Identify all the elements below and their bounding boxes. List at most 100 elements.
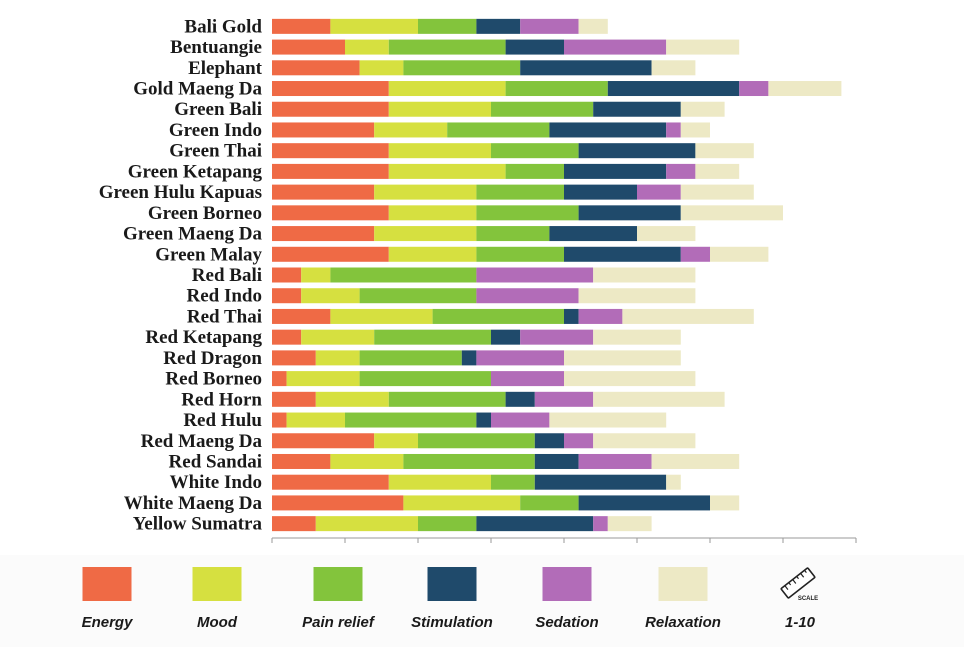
legend: Energy Mood Pain relief Stimulation Sedation…	[82, 567, 818, 631]
legend-swatch-energy	[82, 567, 132, 601]
bar-green-malay-mood	[388, 246, 477, 262]
bar-white-maeng-da-stimulation	[578, 495, 710, 511]
bar-red-thai-mood	[330, 308, 433, 324]
bar-green-malay-energy	[272, 246, 389, 262]
bar-green-borneo-energy	[272, 205, 389, 221]
bar-red-indo-sedation	[476, 288, 579, 304]
bar-elephant-stimulation	[520, 60, 652, 76]
bar-red-bali-relaxation	[593, 267, 696, 283]
legend-label-pain-relief: Pain relief	[302, 614, 376, 631]
bar-bentuangie-stimulation	[505, 39, 564, 55]
bar-red-maeng-da-stimulation	[534, 433, 564, 449]
bar-yellow-sumatra-stimulation	[476, 516, 594, 532]
bar-green-thai-mood	[388, 143, 491, 159]
bar-green-hulu-kapuas-relaxation	[680, 184, 754, 200]
bar-bali-gold-relaxation	[578, 18, 608, 34]
bar-green-ketapang-pain-relief	[505, 163, 564, 179]
bars	[272, 18, 842, 532]
bar-green-ketapang-sedation	[666, 163, 696, 179]
strain-label-red-ketapang: Red Ketapang	[145, 327, 262, 348]
bar-green-maeng-da-stimulation	[549, 226, 637, 242]
bar-green-indo-mood	[374, 122, 448, 138]
bar-green-bali-energy	[272, 101, 389, 117]
bar-green-indo-stimulation	[549, 122, 667, 138]
strain-label-red-indo: Red Indo	[187, 286, 263, 307]
legend-label-scale: 1-10	[785, 614, 816, 631]
strain-label-green-maeng-da: Green Maeng Da	[123, 224, 262, 245]
bar-gold-maeng-da-mood	[388, 81, 506, 97]
bar-red-borneo-pain-relief	[359, 371, 491, 387]
bar-green-thai-stimulation	[578, 143, 696, 159]
bar-green-thai-relaxation	[695, 143, 754, 159]
bar-red-horn-mood	[315, 391, 389, 407]
bar-red-horn-stimulation	[505, 391, 535, 407]
bar-red-bali-mood	[301, 267, 331, 283]
bar-green-borneo-relaxation	[680, 205, 783, 221]
bar-white-maeng-da-pain-relief	[520, 495, 579, 511]
bar-green-bali-stimulation	[593, 101, 681, 117]
bar-red-maeng-da-energy	[272, 433, 375, 449]
strain-label-green-ketapang: Green Ketapang	[128, 161, 263, 182]
bar-green-borneo-mood	[388, 205, 477, 221]
bar-red-dragon-stimulation	[461, 350, 477, 366]
bar-green-hulu-kapuas-pain-relief	[476, 184, 564, 200]
bar-green-borneo-stimulation	[578, 205, 681, 221]
bar-white-maeng-da-relaxation	[710, 495, 740, 511]
bar-green-indo-pain-relief	[447, 122, 550, 138]
legend-swatch-stimulation	[427, 567, 477, 601]
bar-white-indo-energy	[272, 474, 389, 490]
bar-white-maeng-da-mood	[403, 495, 521, 511]
strain-label-red-maeng-da: Red Maeng Da	[141, 431, 263, 452]
strain-label-red-sandai: Red Sandai	[169, 451, 262, 472]
bar-green-ketapang-stimulation	[564, 163, 667, 179]
strain-label-red-borneo: Red Borneo	[165, 369, 262, 390]
bar-green-borneo-pain-relief	[476, 205, 579, 221]
bar-red-maeng-da-sedation	[564, 433, 594, 449]
bar-red-horn-energy	[272, 391, 316, 407]
bar-green-maeng-da-pain-relief	[476, 226, 550, 242]
bar-elephant-energy	[272, 60, 360, 76]
bar-bentuangie-mood	[345, 39, 389, 55]
bar-red-sandai-energy	[272, 453, 331, 469]
legend-swatch-relaxation	[658, 567, 708, 601]
bar-red-sandai-pain-relief	[403, 453, 535, 469]
bar-red-sandai-relaxation	[651, 453, 740, 469]
strain-label-red-thai: Red Thai	[187, 306, 262, 327]
bar-yellow-sumatra-energy	[272, 516, 316, 532]
legend-swatch-mood	[192, 567, 242, 601]
bar-red-dragon-sedation	[476, 350, 564, 366]
bar-red-maeng-da-relaxation	[593, 433, 696, 449]
bar-green-bali-relaxation	[680, 101, 725, 117]
bar-green-hulu-kapuas-mood	[374, 184, 477, 200]
bar-gold-maeng-da-sedation	[739, 81, 769, 97]
bar-red-horn-sedation	[534, 391, 594, 407]
bar-red-ketapang-relaxation	[593, 329, 681, 345]
bar-green-ketapang-mood	[388, 163, 506, 179]
bar-green-hulu-kapuas-energy	[272, 184, 375, 200]
bar-green-thai-energy	[272, 143, 389, 159]
bar-gold-maeng-da-stimulation	[607, 81, 740, 97]
bar-gold-maeng-da-pain-relief	[505, 81, 608, 97]
bar-red-ketapang-mood	[301, 329, 375, 345]
bar-gold-maeng-da-energy	[272, 81, 389, 97]
bar-red-dragon-energy	[272, 350, 316, 366]
bar-red-dragon-relaxation	[564, 350, 681, 366]
bar-elephant-pain-relief	[403, 60, 521, 76]
bar-red-thai-pain-relief	[432, 308, 564, 324]
bar-gold-maeng-da-relaxation	[768, 81, 842, 97]
bar-bali-gold-stimulation	[476, 18, 521, 34]
bar-red-borneo-mood	[286, 371, 360, 387]
bar-red-maeng-da-pain-relief	[418, 433, 535, 449]
bar-red-bali-energy	[272, 267, 302, 283]
strain-label-green-bali: Green Bali	[174, 99, 262, 120]
strain-label-green-hulu-kapuas: Green Hulu Kapuas	[99, 182, 262, 203]
bar-white-indo-relaxation	[666, 474, 681, 490]
bar-green-indo-relaxation	[680, 122, 710, 138]
bar-red-horn-relaxation	[593, 391, 725, 407]
ruler-icon-text: SCALE	[798, 596, 818, 602]
bar-red-hulu-energy	[272, 412, 287, 428]
bar-red-ketapang-stimulation	[491, 329, 521, 345]
strain-label-white-indo: White Indo	[170, 472, 262, 493]
